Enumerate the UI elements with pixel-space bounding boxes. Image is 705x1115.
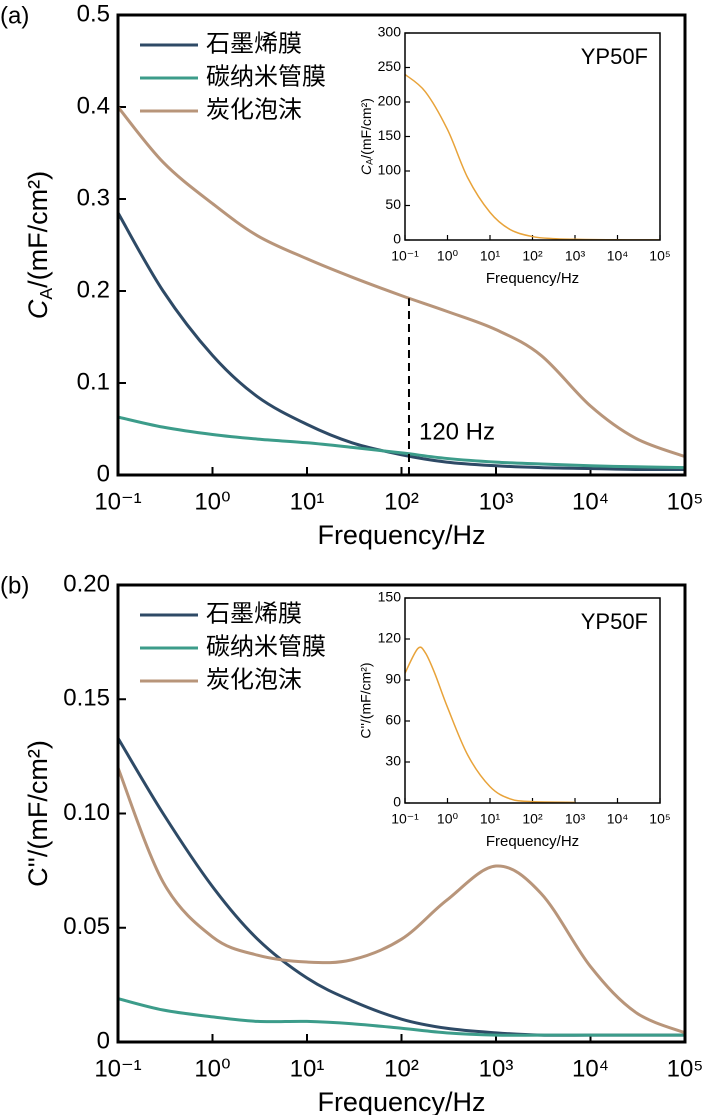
- legend-label: YP50F: [581, 609, 648, 634]
- y-tick-label: 0.20: [63, 570, 110, 597]
- series-line: [118, 106, 685, 459]
- y-tick-label: 150: [378, 589, 402, 605]
- legend-label: 碳纳米管膜: [206, 633, 326, 660]
- x-axis-label: Frequency/Hz: [486, 270, 579, 287]
- y-axis-label: C''/(mF/cm²): [23, 740, 53, 887]
- x-tick-label: 10³: [565, 811, 586, 827]
- x-tick-label: 10⁰: [194, 488, 230, 515]
- x-tick-label: 10⁵: [667, 488, 704, 515]
- y-axis-label-part: /(mF/cm²): [358, 98, 374, 159]
- x-tick-label: 10¹: [480, 248, 501, 264]
- y-tick-label: 0.5: [77, 0, 110, 27]
- x-tick-label: 10²: [384, 1055, 419, 1082]
- x-tick-label: 10⁴: [572, 1055, 609, 1082]
- y-tick-label: 150: [378, 127, 402, 143]
- legend-label: 石墨烯膜: [206, 30, 302, 57]
- y-tick-label: 0: [393, 794, 401, 810]
- legend-label: YP50F: [581, 44, 648, 69]
- x-tick-label: 10⁴: [572, 488, 609, 515]
- x-axis-label: Frequency/Hz: [317, 1087, 485, 1115]
- x-tick-label: 10²: [384, 488, 419, 515]
- y-tick-label: 0: [97, 1027, 110, 1054]
- y-tick-label: 0.05: [63, 913, 110, 940]
- x-tick-label: 10³: [479, 488, 514, 515]
- y-axis-label: CA/(mF/cm²): [23, 171, 55, 319]
- x-tick-label: 10²: [522, 811, 543, 827]
- x-tick-label: 10⁰: [437, 248, 459, 264]
- y-tick-label: 0: [97, 460, 110, 487]
- x-tick-label: 10⁰: [437, 811, 459, 827]
- inset-background: [405, 598, 660, 803]
- y-tick-label: 60: [385, 712, 401, 728]
- y-tick-label: 0.1: [77, 368, 110, 395]
- plot-frame: [116, 13, 687, 477]
- y-tick-label: 200: [378, 93, 402, 109]
- x-tick-label: 10⁵: [649, 811, 670, 827]
- y-tick-label: 0.15: [63, 685, 110, 712]
- plot-frame: [404, 597, 661, 804]
- x-tick-label: 10⁵: [649, 248, 670, 264]
- plot-frame: [404, 32, 661, 241]
- y-tick-label: 30: [385, 753, 401, 769]
- legend-label: 炭化泡沫: [206, 96, 302, 123]
- series-line: [118, 997, 685, 1037]
- y-tick-label: 0.4: [77, 92, 110, 119]
- inset-background: [405, 33, 660, 240]
- y-axis-label-part: C: [23, 299, 53, 319]
- series-line: [118, 415, 685, 470]
- y-axis-label: C''/(mF/cm²): [358, 662, 374, 738]
- x-tick-label: 10⁴: [607, 811, 629, 827]
- x-tick-label: 10⁰: [194, 1055, 230, 1082]
- legend-label: 炭化泡沫: [206, 666, 302, 693]
- plot-frame: [116, 583, 687, 1044]
- x-tick-label: 10³: [479, 1055, 514, 1082]
- y-axis-label-sub: A: [35, 288, 55, 300]
- panel-label: (a): [0, 2, 29, 29]
- y-tick-label: 50: [385, 196, 401, 212]
- x-tick-label: 10¹: [480, 811, 501, 827]
- y-tick-label: 120: [378, 630, 402, 646]
- legend-label: 石墨烯膜: [206, 600, 302, 627]
- x-tick-label: 10¹: [290, 488, 325, 515]
- y-axis-label-sub: A: [365, 158, 375, 165]
- y-axis-label: CA/(mF/cm²): [358, 98, 375, 175]
- legend-label: 碳纳米管膜: [206, 63, 326, 90]
- y-axis-label-part: C: [358, 164, 374, 175]
- y-tick-label: 250: [378, 58, 402, 74]
- x-tick-label: 10⁻¹: [391, 248, 419, 264]
- x-tick-label: 10⁻¹: [94, 488, 141, 515]
- y-axis-label-part: /(mF/cm²): [23, 171, 53, 288]
- x-tick-label: 10⁻¹: [94, 1055, 141, 1082]
- y-tick-label: 0: [393, 231, 401, 247]
- panel-label: (b): [0, 572, 29, 599]
- x-tick-label: 10²: [522, 248, 543, 264]
- annotation-label: 120 Hz: [419, 418, 495, 445]
- x-tick-label: 10⁴: [607, 248, 629, 264]
- x-axis-label: Frequency/Hz: [317, 520, 485, 550]
- y-tick-label: 90: [385, 671, 401, 687]
- y-tick-label: 0.10: [63, 799, 110, 826]
- x-tick-label: 10¹: [290, 1055, 325, 1082]
- series-line: [118, 767, 685, 1035]
- y-tick-label: 100: [378, 162, 402, 178]
- y-tick-label: 0.2: [77, 276, 110, 303]
- y-tick-label: 300: [378, 24, 402, 40]
- x-tick-label: 10⁻¹: [391, 811, 419, 827]
- x-axis-label: Frequency/Hz: [486, 833, 579, 850]
- series-line: [405, 646, 576, 803]
- y-tick-label: 0.3: [77, 184, 110, 211]
- x-tick-label: 10⁵: [667, 1055, 704, 1082]
- x-tick-label: 10³: [565, 248, 586, 264]
